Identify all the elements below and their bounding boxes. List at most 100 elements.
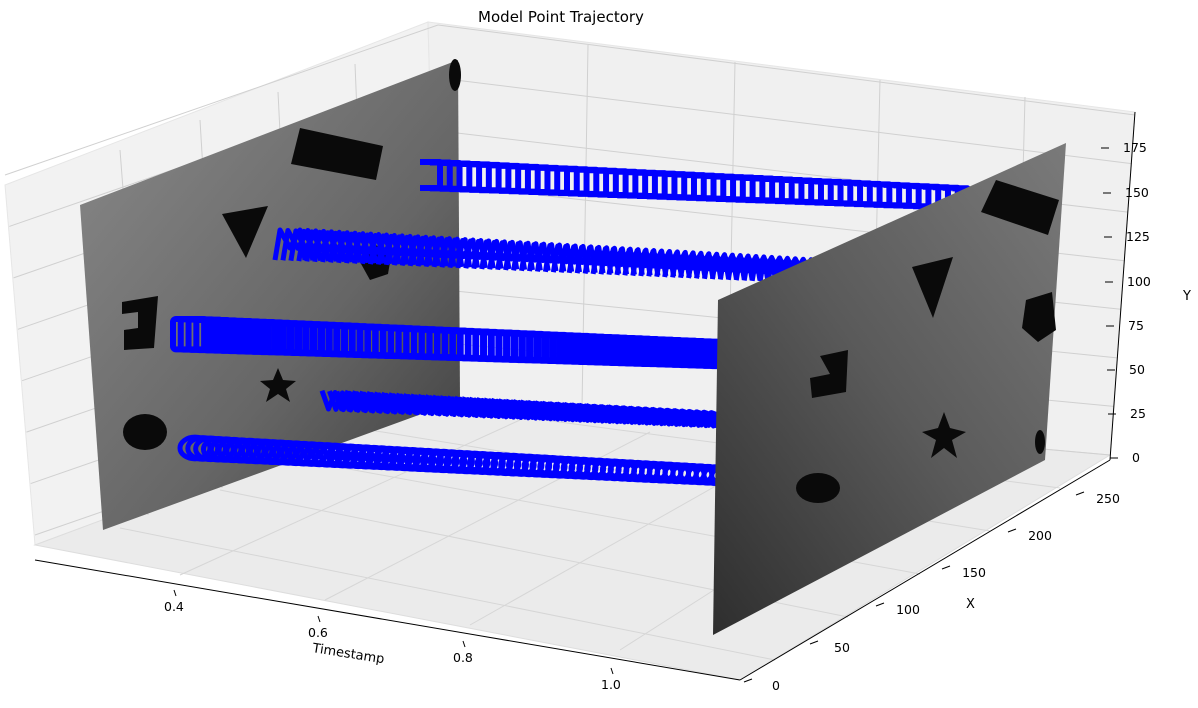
y-tick-label: 150 xyxy=(1125,185,1149,200)
end-frame-image xyxy=(713,143,1066,635)
triangle-shape xyxy=(222,206,268,258)
x-tick xyxy=(875,602,885,607)
dark-blob xyxy=(1035,430,1045,454)
trajectory-point xyxy=(666,171,688,201)
rectangle-shape xyxy=(291,128,383,180)
trajectory-point xyxy=(903,182,922,209)
trajectory-point xyxy=(607,168,629,198)
y-tick-label: 175 xyxy=(1123,140,1147,155)
end-frame-plane xyxy=(713,143,1066,635)
y-tick-label: 0 xyxy=(1132,450,1140,465)
trajectory-point xyxy=(814,178,834,206)
trajectory-point xyxy=(558,165,580,197)
trajectory-point xyxy=(873,181,893,208)
trajectory-point xyxy=(715,173,737,202)
x-tick xyxy=(809,640,819,645)
trajectory-point xyxy=(617,168,639,199)
l-shape xyxy=(810,350,848,398)
y-tick-label: 100 xyxy=(1127,274,1151,289)
y-tick-label: 75 xyxy=(1128,318,1144,333)
trajectory-point xyxy=(597,167,619,198)
trajectory-series-1 xyxy=(420,159,971,211)
timestamp-tick xyxy=(317,615,321,623)
trajectory-point xyxy=(518,163,541,195)
trajectory-point xyxy=(676,171,697,201)
gridline xyxy=(437,77,1132,165)
trajectory-point xyxy=(489,162,512,194)
trajectory-point xyxy=(686,172,707,201)
chart-title: Model Point Trajectory xyxy=(478,8,644,26)
trajectory-point xyxy=(498,162,522,194)
gridline xyxy=(437,24,1136,116)
x-tick-label: 50 xyxy=(834,640,850,655)
x-axis-label: X xyxy=(966,597,975,612)
y-tick-label: 50 xyxy=(1129,362,1145,377)
rectangle-shape xyxy=(981,180,1059,235)
trajectory-point xyxy=(636,169,658,200)
timestamp-tick xyxy=(173,589,177,597)
trajectory-point xyxy=(844,179,864,207)
trajectory-point xyxy=(834,179,854,207)
trajectory-point xyxy=(696,172,717,202)
trajectory-point xyxy=(627,169,649,199)
star-shape xyxy=(922,412,966,458)
gridline xyxy=(119,527,776,661)
l-shape xyxy=(122,296,158,350)
trajectory-point xyxy=(745,175,766,204)
trajectory-point xyxy=(508,163,531,195)
axes: 0.4 0.6 0.8 1.0 0 50 100 150 200 250 0 25 50 75 100 125… xyxy=(34,111,1151,693)
trajectory-points xyxy=(170,159,971,489)
y-axis-label: Y xyxy=(1182,289,1191,304)
timestamp-tick xyxy=(462,640,466,648)
y-axis-line xyxy=(1109,111,1136,461)
trajectory-point xyxy=(725,174,746,203)
x-tick-label: 0 xyxy=(772,678,780,693)
y-tick-label: 125 xyxy=(1126,229,1150,244)
trajectory-point xyxy=(479,161,502,194)
trajectory-point xyxy=(804,177,824,206)
trajectory-point xyxy=(765,176,785,204)
timestamp-axis-line xyxy=(34,559,741,681)
trajectory-point xyxy=(646,170,668,200)
x-axis-line xyxy=(739,459,1111,681)
trajectory-point xyxy=(775,176,795,205)
trajectory-point xyxy=(794,177,815,205)
timestamp-tick-label: 0.8 xyxy=(453,650,473,665)
timestamp-tick-label: 0.6 xyxy=(308,625,328,640)
trajectory-point xyxy=(469,161,492,193)
x-tick xyxy=(743,678,753,683)
x-tick-label: 150 xyxy=(962,565,986,580)
ticks: 0.4 0.6 0.8 1.0 0 50 100 150 200 250 0 25 50 75 100 125… xyxy=(164,140,1151,693)
y-tick-label: 25 xyxy=(1130,406,1146,421)
x-tick xyxy=(1075,491,1085,496)
dark-blob xyxy=(449,59,461,91)
trajectory-point xyxy=(863,180,883,208)
x-tick-label: 200 xyxy=(1028,528,1052,543)
trajectory-point xyxy=(883,181,903,209)
gridline xyxy=(4,24,439,176)
timestamp-tick-label: 0.4 xyxy=(164,599,184,614)
trajectory-point xyxy=(548,165,570,196)
trajectory-point xyxy=(893,182,912,209)
trajectory-point xyxy=(459,160,483,193)
trajectory-point xyxy=(656,170,678,200)
trajectory-point xyxy=(705,173,727,202)
pentagon-shape xyxy=(1022,292,1056,342)
trajectory-point xyxy=(528,164,551,196)
ellipse-shape xyxy=(796,473,840,503)
ellipse-shape xyxy=(123,414,167,450)
trajectory-point xyxy=(735,174,756,203)
x-tick xyxy=(1007,528,1017,533)
trajectory-point xyxy=(587,167,610,198)
trajectory-point xyxy=(824,178,844,206)
trajectory-point xyxy=(755,175,776,204)
gridline xyxy=(179,419,521,576)
star-shape xyxy=(260,368,296,402)
trajectory-series-5 xyxy=(177,434,784,489)
trajectory-point xyxy=(853,180,873,208)
trajectory-point xyxy=(567,166,590,197)
x-tick-label: 250 xyxy=(1096,491,1120,506)
trajectory-point xyxy=(913,183,932,210)
